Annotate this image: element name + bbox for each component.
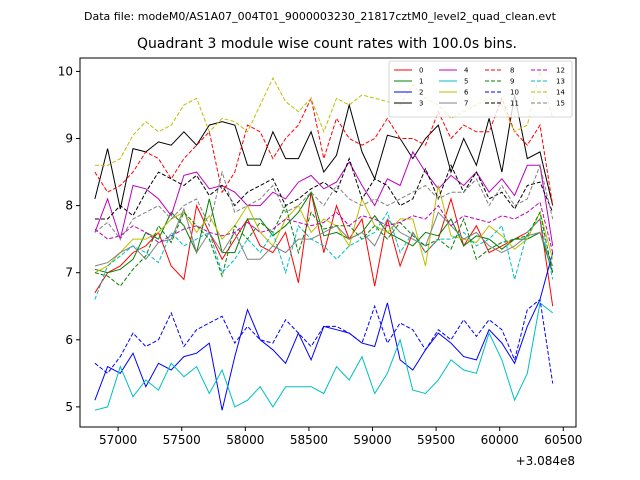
series-line-1 [94, 190, 554, 274]
x-tick-label: 60000 [481, 433, 519, 447]
y-tick-label: 8 [65, 199, 73, 213]
series-line-5 [94, 301, 554, 411]
chart-title: Quadrant 3 module wise count rates with … [137, 36, 517, 52]
series-line-8 [94, 96, 554, 206]
legend-label-5: 5 [464, 78, 468, 86]
y-tick-label: 5 [65, 400, 73, 414]
legend-label-4: 4 [464, 67, 469, 75]
x-tick-label: 58000 [226, 433, 264, 447]
legend-label-1: 1 [419, 78, 423, 86]
legend-label-11: 11 [510, 100, 519, 108]
legend-label-3: 3 [419, 100, 423, 108]
chart-suptitle: Data file: modeM0/AS1A07_004T01_90000032… [84, 10, 557, 23]
x-axis-offset-label: +3.084e8 [516, 454, 575, 468]
legend-label-15: 15 [556, 100, 565, 108]
x-axis: 57000 57500 58000 58500 59000 59500 60000 60500 [99, 427, 582, 447]
legend-label-12: 12 [556, 67, 565, 75]
legend-label-0: 0 [419, 67, 423, 75]
series-line-3 [94, 94, 554, 210]
y-tick-label: 7 [65, 266, 73, 280]
series-line-2 [94, 252, 554, 411]
series-line-11 [94, 157, 554, 220]
x-tick-label: 60500 [544, 433, 582, 447]
legend-label-13: 13 [556, 78, 565, 86]
series-line-12 [94, 201, 554, 253]
legend-label-14: 14 [556, 89, 565, 97]
x-tick-label: 57500 [163, 433, 201, 447]
x-tick-label: 59500 [417, 433, 455, 447]
legend-label-6: 6 [464, 89, 469, 97]
legend-label-2: 2 [419, 89, 423, 97]
series-line-10 [94, 298, 554, 384]
x-tick-label: 57000 [99, 433, 137, 447]
y-tick-label: 6 [65, 333, 73, 347]
x-tick-label: 59000 [353, 433, 391, 447]
series-line-7 [94, 207, 554, 267]
series-line-0 [94, 192, 554, 307]
legend-label-7: 7 [464, 100, 468, 108]
y-tick-label: 10 [58, 64, 73, 78]
legend-frame [388, 60, 573, 118]
y-tick-label: 9 [65, 132, 73, 146]
legend-label-9: 9 [510, 78, 514, 86]
legend-label-10: 10 [510, 89, 519, 97]
legend-label-8: 8 [510, 67, 514, 75]
plot-area-frame [79, 57, 577, 428]
y-axis: 5 6 7 8 9 10 [58, 64, 80, 414]
series-line-13 [94, 211, 554, 300]
x-tick-label: 58500 [290, 433, 328, 447]
series-line-9 [94, 204, 554, 287]
series-layer [94, 71, 554, 411]
series-line-15 [94, 163, 554, 240]
